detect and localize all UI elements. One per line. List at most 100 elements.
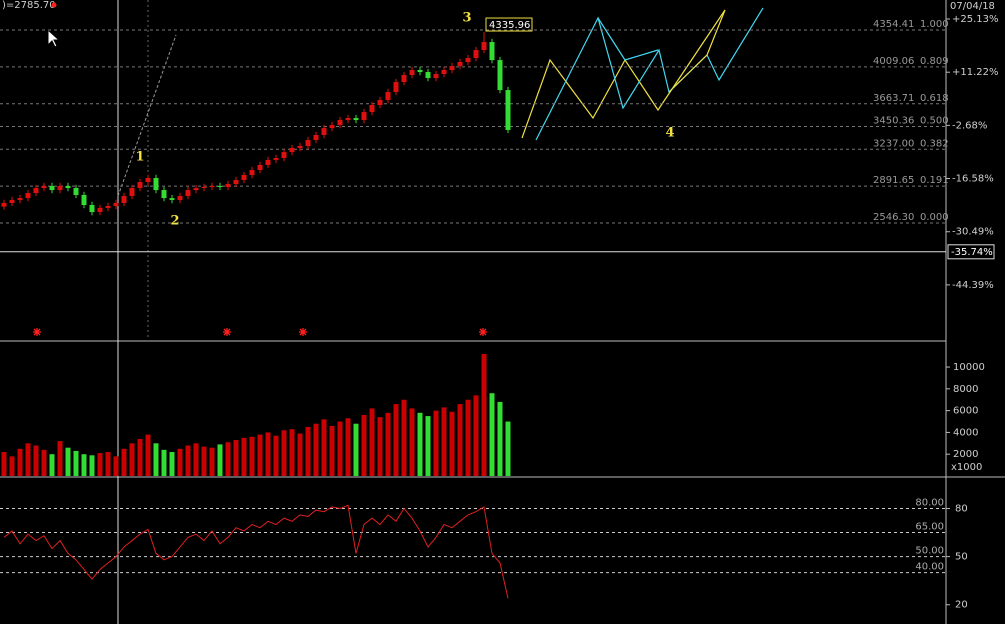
candle-body <box>473 50 479 59</box>
volume-bar <box>377 417 383 476</box>
peak-box <box>485 17 533 32</box>
level-label: 50.00 <box>915 546 944 557</box>
candle-body <box>481 42 487 51</box>
volume-bar <box>9 456 15 476</box>
peak-label: 4335.96 <box>489 20 530 31</box>
fib-price: 2891.65 <box>873 175 914 186</box>
marker-box <box>947 244 995 260</box>
volume-bar <box>41 449 47 476</box>
volume-bar <box>321 419 327 476</box>
candle-body <box>49 186 55 191</box>
volume-bar <box>465 399 471 476</box>
volume-bar <box>241 437 247 476</box>
candle-body <box>465 58 471 63</box>
fib-ratio: 0.809 <box>920 56 949 67</box>
volume-bar <box>401 399 407 476</box>
candle-body <box>225 183 231 187</box>
fib-price: 2546.30 <box>873 212 914 223</box>
candle-body <box>65 186 71 189</box>
level-label: 40.00 <box>915 562 944 573</box>
y2-tick-label: -44.39% <box>952 280 994 291</box>
y-tick-label: 8000 <box>953 384 978 395</box>
volume-bar <box>281 430 287 476</box>
candle-body <box>129 188 135 197</box>
fib-price: 3663.71 <box>873 93 914 104</box>
fib-price: 3450.36 <box>873 116 914 127</box>
volume-bar <box>329 425 335 476</box>
wave-projection <box>668 9 726 93</box>
candle-body <box>329 125 335 129</box>
candle-body <box>1 202 7 207</box>
candle-body <box>145 178 151 183</box>
candle-body <box>153 178 159 191</box>
fib-ratio: 1.000 <box>920 19 949 30</box>
volume-bar <box>177 448 183 476</box>
volume-bar <box>233 440 239 476</box>
candle-body <box>409 70 415 76</box>
volume-bar <box>393 404 399 476</box>
volume-bar <box>425 416 431 476</box>
wave-label: 4 <box>665 126 674 141</box>
candle-body <box>57 186 63 191</box>
candle-body <box>161 190 167 199</box>
volume-bar <box>417 412 423 476</box>
wave-label: 1 <box>135 150 144 165</box>
volume-bar <box>385 412 391 476</box>
candle-body <box>121 196 127 203</box>
fib-price: 4354.41 <box>873 19 914 30</box>
volume-bar <box>65 447 71 476</box>
y-tick-label: 2000 <box>953 449 978 460</box>
candle-body <box>289 148 295 153</box>
volume-bar <box>433 410 439 476</box>
signal-marker <box>223 328 231 336</box>
candle-body <box>41 186 47 189</box>
volume-bar <box>481 353 487 476</box>
y-tick-label: 50 <box>955 552 968 563</box>
volume-bar <box>97 453 103 476</box>
volume-bar <box>345 418 351 476</box>
candle-body <box>233 180 239 184</box>
y-tick-label: 10000 <box>953 362 985 373</box>
wave-projection <box>535 7 764 141</box>
candle-body <box>209 186 215 188</box>
candle-body <box>369 105 375 113</box>
wave-label: 3 <box>462 11 471 26</box>
volume-bar <box>409 408 415 476</box>
y2-tick-label: -2.68% <box>952 120 987 131</box>
wave-projection <box>597 17 659 61</box>
volume-bar <box>209 447 215 476</box>
volume-bar <box>265 432 271 476</box>
date-label: 07/04/18 <box>950 1 995 12</box>
wave-label: 2 <box>170 214 179 229</box>
signal-marker <box>299 328 307 336</box>
volume-bar <box>49 454 55 476</box>
candle-body <box>393 82 399 92</box>
candle-body <box>25 193 31 199</box>
volume-bar <box>225 442 231 476</box>
candle-body <box>497 60 503 91</box>
y2-tick-label: +11.22% <box>952 67 999 78</box>
trend-line <box>117 34 177 197</box>
candle-body <box>345 118 351 121</box>
fib-ratio: 0.191 <box>920 175 949 186</box>
candle-body <box>97 207 103 213</box>
candle-body <box>321 128 327 135</box>
volume-bar <box>313 423 319 476</box>
volume-bar <box>353 423 359 476</box>
y2-tick-label: -30.49% <box>952 227 994 238</box>
marker-label: -35.74% <box>951 247 993 258</box>
volume-bar <box>73 450 79 476</box>
volume-bar <box>249 436 255 476</box>
y2-tick-label: -16.58% <box>952 174 994 185</box>
volume-bar <box>1 452 7 476</box>
candle-body <box>137 182 143 189</box>
candle-body <box>17 198 23 200</box>
volume-bar <box>305 426 311 476</box>
volume-bar <box>129 443 135 476</box>
volume-bar <box>369 408 375 476</box>
y2-tick-label: +25.13% <box>952 14 999 25</box>
candle-body <box>73 188 79 195</box>
candle-body <box>169 198 175 200</box>
